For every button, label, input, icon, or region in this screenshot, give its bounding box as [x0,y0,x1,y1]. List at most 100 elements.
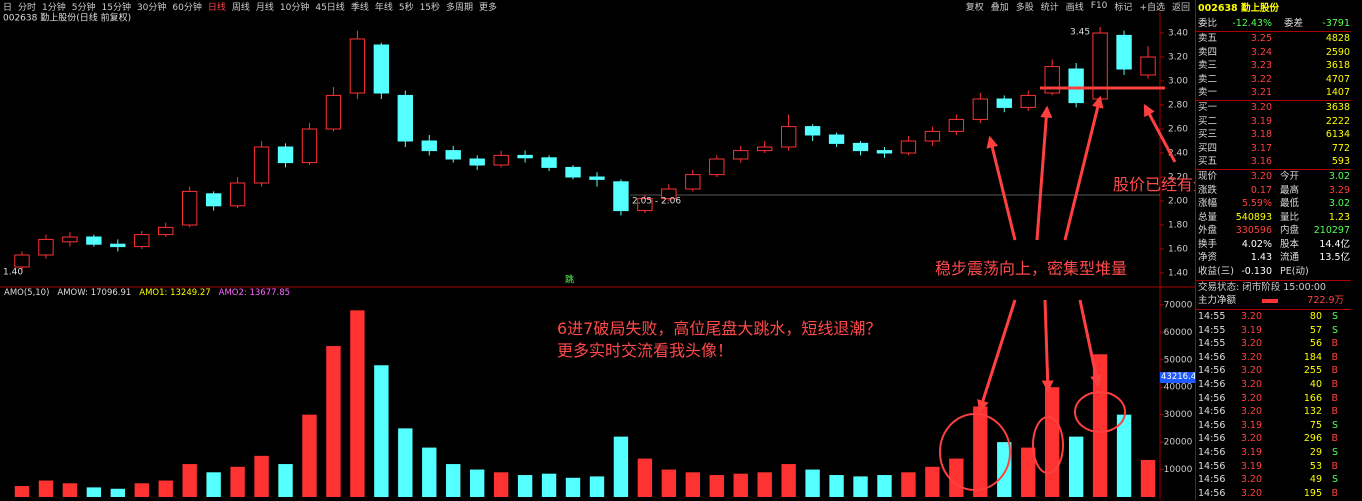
tool-button[interactable]: 复权 [965,2,984,13]
period-tab[interactable]: 15秒 [419,2,441,13]
volume-bar [1140,459,1156,497]
volume-bar [637,458,653,497]
period-tab[interactable]: 15分钟 [101,2,131,13]
period-tab[interactable]: 月线 [255,2,274,13]
candle-body [182,190,198,226]
period-tab[interactable]: 日线 [207,2,226,13]
tool-button[interactable]: 画线 [1065,2,1084,13]
volume-bar [901,472,916,497]
cell: 换手 [1198,238,1218,250]
candle-body [373,44,390,94]
volume-bar [709,475,724,497]
tool-button[interactable]: 多股 [1015,2,1034,13]
candle-body [134,234,150,248]
tool-button[interactable]: 统计 [1040,2,1059,13]
cell: 卖二 [1198,73,1218,85]
period-tab[interactable]: 年线 [374,2,393,13]
cell: 5.59% [1241,198,1272,209]
candle-body [565,166,581,178]
volume-bar [278,464,293,497]
volume-bar [182,464,197,497]
cell: 涨跌 [1198,184,1218,196]
tool-button[interactable]: 叠加 [990,2,1009,13]
arrows [939,95,1177,491]
candle-body [757,146,773,152]
period-tab[interactable]: 周线 [231,2,250,13]
separator [1196,100,1351,101]
indicator-value: AMO2: 13677.85 [218,288,291,298]
candle-body [709,158,725,176]
cell: 56 [1309,338,1322,350]
period-tab[interactable]: 日 [3,2,13,13]
arrow [977,299,1017,413]
cell: 13.5亿 [1319,252,1350,263]
period-tab[interactable]: 分时 [18,2,37,13]
y-tick-label: 2.20 [1168,173,1188,183]
candle-body [14,254,30,268]
period-tab[interactable]: 30分钟 [136,2,167,13]
cell: B [1331,365,1338,377]
cell: B [1331,379,1338,390]
period-tab[interactable]: 1分钟 [42,2,66,13]
cell: 3.21 [1250,87,1272,98]
cell: 255 [1303,365,1322,377]
y-tick-label: 10000 [1164,465,1193,475]
cell: 14:56 [1198,406,1226,418]
cell: 委比 [1198,18,1218,29]
tool-button[interactable]: +自选 [1139,2,1165,13]
cell: 14:56 [1198,433,1226,445]
period-tab[interactable]: 60分钟 [172,2,202,13]
cell: 收益(三) [1198,265,1234,277]
cell: 166 [1303,392,1322,404]
volume-bar [517,475,533,497]
volume-bar [86,487,102,497]
candle-body [828,134,845,144]
cell: 3618 [1325,60,1350,71]
period-tab[interactable]: 季线 [350,2,369,13]
cell: 296 [1303,433,1322,445]
tool-toolbar: 复权 叠加 多股 统计 画线 F10 标记 +自选 返回 [965,0,1190,13]
cell: 772 [1331,142,1350,154]
arrow [1143,103,1177,163]
tool-button[interactable]: 标记 [1114,2,1133,13]
cell: 3.20 [1240,311,1262,322]
highlight-circle [939,413,1011,491]
period-tab[interactable]: 45日线 [315,2,345,13]
cell: 14:56 [1198,474,1226,486]
cell: 股本 [1280,238,1300,250]
period-tab[interactable]: 更多 [479,2,498,13]
cell: 3.20 [1240,433,1262,445]
cell: 593 [1331,156,1350,167]
cell: 3638 [1325,102,1350,113]
y-tick-label: 3.40 [1168,29,1188,39]
candle-body [469,158,485,166]
row: 买四 3.17 772 [1198,142,1350,156]
cell: 3.23 [1250,60,1272,71]
period-tab[interactable]: 10分钟 [279,2,310,13]
tool-button[interactable]: 返回 [1171,2,1190,13]
period-tab[interactable]: 5秒 [398,2,414,13]
volume-bar [470,469,485,497]
row: 买一 3.20 3638 [1198,101,1350,115]
volume-header: AMO(5,10) AMOW: 17096.91 AMO1: 13249.27 AMO… [4,288,290,298]
row: 14:56 3.20 40 B [1198,378,1350,392]
candle-body [661,188,677,200]
cell: 交易状态: 闭市阶段 15:00:00 [1198,282,1326,293]
cell: 3.20 [1240,338,1262,350]
volume-bar [829,475,844,497]
low-label: 1.40 [3,268,23,278]
cell: -0.130 [1241,265,1272,277]
period-tab[interactable]: 多周期 [446,2,474,13]
separator [1196,309,1351,310]
cell: 2590 [1325,46,1350,58]
cell: 买一 [1198,102,1218,113]
y-tick-label: 3.20 [1168,53,1188,63]
cell: 14:56 [1198,379,1226,390]
period-tab[interactable]: 5分钟 [71,2,96,13]
y-tick-label: 60000 [1164,328,1193,338]
cell: 132 [1303,406,1322,418]
candle-body [158,226,174,236]
tool-button[interactable]: F10 [1090,1,1108,11]
volume-bar [685,472,700,497]
cell: 3.19 [1240,419,1262,431]
